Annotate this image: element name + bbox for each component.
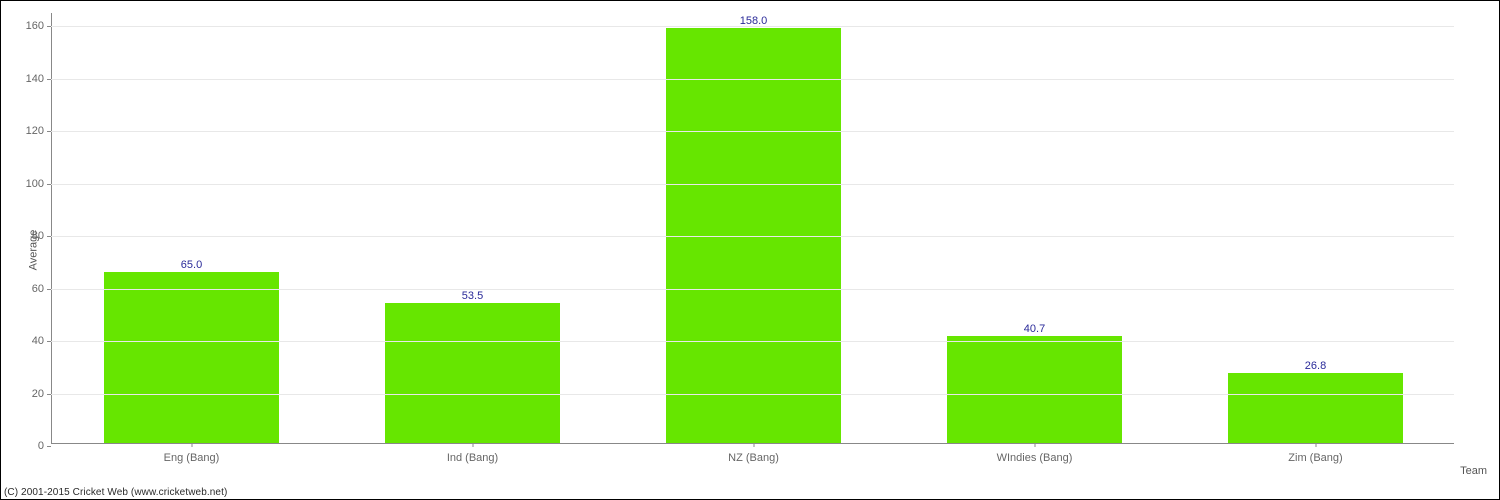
y-gridline xyxy=(51,394,1454,395)
x-tick-mark xyxy=(753,444,754,447)
y-gridline xyxy=(51,79,1454,80)
y-gridline xyxy=(51,289,1454,290)
x-tick-label: Ind (Bang) xyxy=(447,452,498,464)
y-tick-label: 40 xyxy=(32,335,44,347)
y-tick-label: 20 xyxy=(32,388,44,400)
bar-value-label: 65.0 xyxy=(92,259,292,271)
y-tick-label: 60 xyxy=(32,283,44,295)
x-tick-mark xyxy=(472,444,473,447)
x-tick-mark xyxy=(1315,444,1316,447)
x-tick-label: Eng (Bang) xyxy=(164,452,220,464)
bar xyxy=(385,303,559,443)
x-axis-title: Team xyxy=(1460,465,1487,477)
bar-value-label: 158.0 xyxy=(654,15,854,27)
y-gridline xyxy=(51,236,1454,237)
x-tick-mark xyxy=(191,444,192,447)
y-tick-mark xyxy=(47,26,51,27)
y-gridline xyxy=(51,184,1454,185)
chart-container: Average Team (C) 2001-2015 Cricket Web (… xyxy=(0,0,1500,500)
y-tick-label: 120 xyxy=(26,125,44,137)
y-tick-label: 80 xyxy=(32,230,44,242)
bar xyxy=(1228,373,1402,443)
y-tick-mark xyxy=(47,79,51,80)
y-tick-mark xyxy=(47,236,51,237)
y-tick-mark xyxy=(47,289,51,290)
y-tick-mark xyxy=(47,394,51,395)
y-tick-mark xyxy=(47,341,51,342)
copyright-text: (C) 2001-2015 Cricket Web (www.cricketwe… xyxy=(4,487,227,498)
y-tick-label: 0 xyxy=(38,440,44,452)
y-tick-mark xyxy=(47,184,51,185)
x-tick-mark xyxy=(1034,444,1035,447)
y-tick-mark xyxy=(47,131,51,132)
x-tick-label: NZ (Bang) xyxy=(728,452,779,464)
y-gridline xyxy=(51,341,1454,342)
y-tick-label: 140 xyxy=(26,73,44,85)
bar-value-label: 40.7 xyxy=(935,323,1135,335)
bar-value-label: 26.8 xyxy=(1216,360,1416,372)
bar xyxy=(947,336,1121,443)
y-gridline xyxy=(51,131,1454,132)
y-tick-label: 100 xyxy=(26,178,44,190)
bar xyxy=(104,272,278,443)
y-tick-mark xyxy=(47,446,51,447)
x-tick-label: Zim (Bang) xyxy=(1288,452,1342,464)
y-tick-label: 160 xyxy=(26,20,44,32)
bar-value-label: 53.5 xyxy=(373,290,573,302)
x-tick-label: WIndies (Bang) xyxy=(997,452,1073,464)
